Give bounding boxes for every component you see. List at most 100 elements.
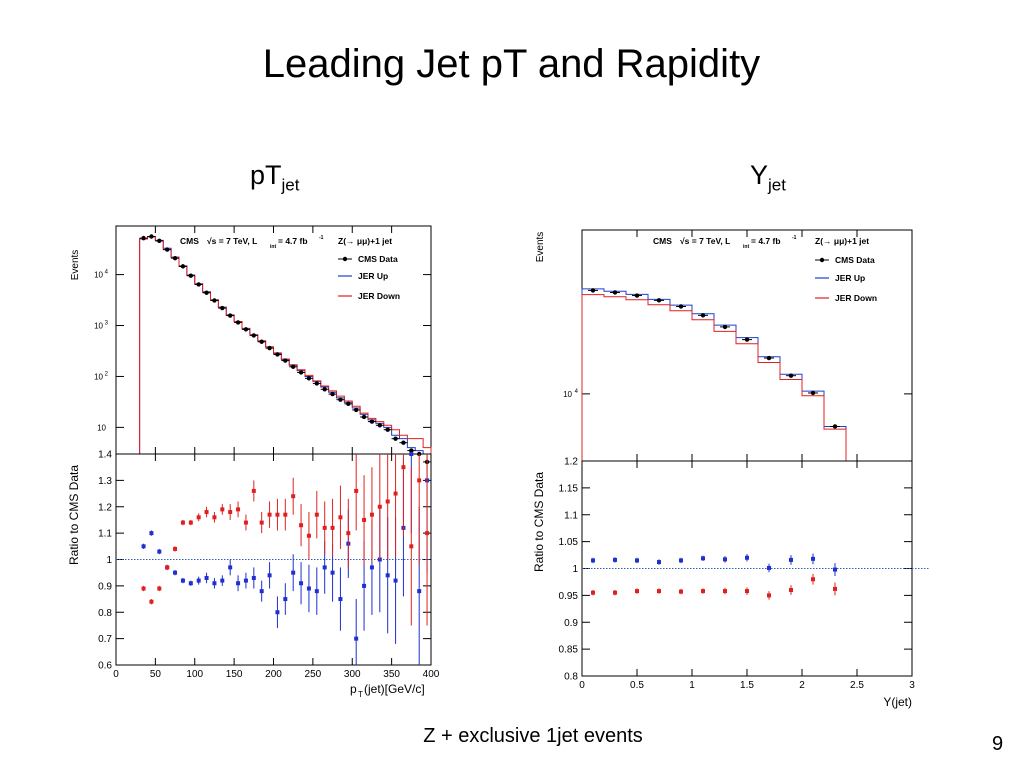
left-top-ytick-label: 10 <box>94 271 103 280</box>
y-data-point <box>722 324 728 330</box>
pt-data-point <box>188 273 194 278</box>
pt-ratio-jer-down <box>369 512 374 517</box>
pt-data-point <box>196 282 201 287</box>
left-bottom-ytick-label: 1.1 <box>98 529 112 540</box>
pt-ratio-jer-down <box>417 478 422 483</box>
y-ratio-jer-up <box>833 567 837 572</box>
pt-ratio-jer-up <box>322 565 327 570</box>
pt-ratio-jer-down <box>251 488 256 493</box>
pt-data-point <box>338 397 343 402</box>
right-bottom-ytick-label: 0.85 <box>559 645 579 656</box>
pt-ratio-jer-up <box>306 586 311 591</box>
pt-ratio-jer-down <box>212 515 217 520</box>
pt-data-point <box>164 247 170 252</box>
right-cms-label: CMS <box>653 236 672 246</box>
svg-text:-1: -1 <box>319 235 324 241</box>
left-bottom-xtick-label: 0 <box>113 669 119 680</box>
pt-ratio-jer-down <box>314 512 319 517</box>
left-bottom-ytick-label: 1.2 <box>98 502 112 513</box>
y-ratio-jer-down <box>789 588 793 592</box>
y-data-point <box>678 304 684 309</box>
svg-text:= 4.7 fb: = 4.7 fb <box>278 236 308 246</box>
pt-ratio-jer-up <box>188 581 193 586</box>
left-bottom-xtick-label: 400 <box>423 669 440 680</box>
svg-text:= 4.7 fb: = 4.7 fb <box>751 236 781 246</box>
y-ratio-jer-up <box>767 565 771 570</box>
left-legend-down: JER Down <box>358 291 400 301</box>
right-bottom-xtick-label: 1.5 <box>740 680 754 691</box>
y-ratio-jer-down <box>745 589 749 594</box>
pt-ratio-jer-down <box>204 510 209 515</box>
pt-data-point <box>377 423 383 428</box>
left-legend: CMS Data JER Up JER Down <box>338 254 400 301</box>
left-bottom-ytick-label: 1.3 <box>98 476 112 487</box>
y-data-point <box>766 355 772 361</box>
pt-ratio-jer-down <box>165 565 170 570</box>
pt-ratio-jer-down <box>173 546 178 551</box>
right-bottom-ytick-label: 1.05 <box>559 537 579 548</box>
pt-ratio-jer-up <box>354 636 359 641</box>
left-top-ylabel: Events <box>70 250 81 281</box>
pt-ratio-jer-down <box>409 544 414 549</box>
y-ratio-jer-up <box>701 556 705 561</box>
left-top-ytick-exp: 3 <box>105 321 109 327</box>
y-ratio-jer-up <box>657 560 661 565</box>
pt-ratio-jer-up <box>243 578 248 583</box>
y-hist-jer-down <box>581 294 847 461</box>
right-bottom-xtick-label: 0 <box>579 680 585 691</box>
right-bottom-xtick-label: 3 <box>909 680 915 691</box>
pt-ratio-jer-down <box>362 517 367 522</box>
y-data-point <box>612 290 618 295</box>
pt-ratio-jer-down <box>306 533 311 538</box>
pt-ratio-jer-up <box>251 575 256 580</box>
pt-ratio-jer-up <box>338 597 343 602</box>
right-bottom-ylabel: Ratio to CMS Data <box>532 472 546 572</box>
pt-ratio-jer-down <box>322 525 327 530</box>
right-bottom-ytick-label: 0.95 <box>559 591 579 602</box>
pt-ratio-jer-down <box>149 599 154 604</box>
y-ratio-jer-up <box>745 555 749 560</box>
pt-ratio-jer-up <box>299 581 304 586</box>
pt-ratio-jer-down <box>330 525 335 530</box>
pt-ratio-jer-down <box>299 523 304 528</box>
right-bottom-xtick-label: 0.5 <box>630 680 644 691</box>
pt-ratio-jer-up <box>314 589 319 594</box>
right-energy-label: √s = 7 TeV, L <box>680 236 730 246</box>
right-bottom-ytick-label: 1.15 <box>559 483 579 494</box>
pt-hist-jer-up <box>139 235 431 455</box>
pt-ratio-jer-up <box>283 597 288 602</box>
y-ratio-jer-down <box>679 589 683 594</box>
left-top-header: CMS √s = 7 TeV, L int = 4.7 fb -1 Z(→ μμ… <box>180 235 392 250</box>
pt-ratio-jer-down <box>393 491 398 496</box>
y-data-point <box>700 313 706 318</box>
pt-ratio-jer-down <box>259 520 264 525</box>
right-legend-data: CMS Data <box>835 255 875 265</box>
pt-data-point <box>361 414 367 420</box>
y-data-point <box>634 293 640 298</box>
left-bottom-ytick-label: 0.7 <box>98 634 112 645</box>
left-bottom-ytick-label: 0.8 <box>98 608 112 619</box>
pt-data-point <box>157 238 162 244</box>
pt-data-point <box>314 381 320 386</box>
right-legend-down: JER Down <box>835 293 877 303</box>
right-bottom-ytick-label: 0.8 <box>564 672 578 683</box>
pt-ratio-jer-down <box>338 515 343 520</box>
left-bottom-xtick-label: 50 <box>150 669 162 680</box>
y-data-point <box>788 373 794 378</box>
left-top-ytick-label: 10 <box>94 322 103 331</box>
pt-ratio-jer-down <box>243 520 248 525</box>
right-bottom-ytick-label: 1.2 <box>564 457 578 468</box>
pt-ratio-jer-up <box>267 573 272 578</box>
left-bottom-xtick-label: 200 <box>265 669 282 680</box>
left-top-ytick-exp: 4 <box>105 270 109 276</box>
right-bottom-xlabel: Y(jet) <box>883 695 912 709</box>
pt-ratio-jer-up <box>393 578 398 583</box>
svg-text:T: T <box>358 690 363 699</box>
y-ratio-jer-down <box>701 589 705 594</box>
pt-ratio-jer-down <box>385 499 390 504</box>
pt-ratio-jer-up <box>417 589 422 594</box>
pt-ratio-jer-down <box>180 520 185 525</box>
pt-data-point <box>306 376 312 381</box>
pt-data-point <box>369 419 375 424</box>
y-data-point <box>590 288 596 293</box>
